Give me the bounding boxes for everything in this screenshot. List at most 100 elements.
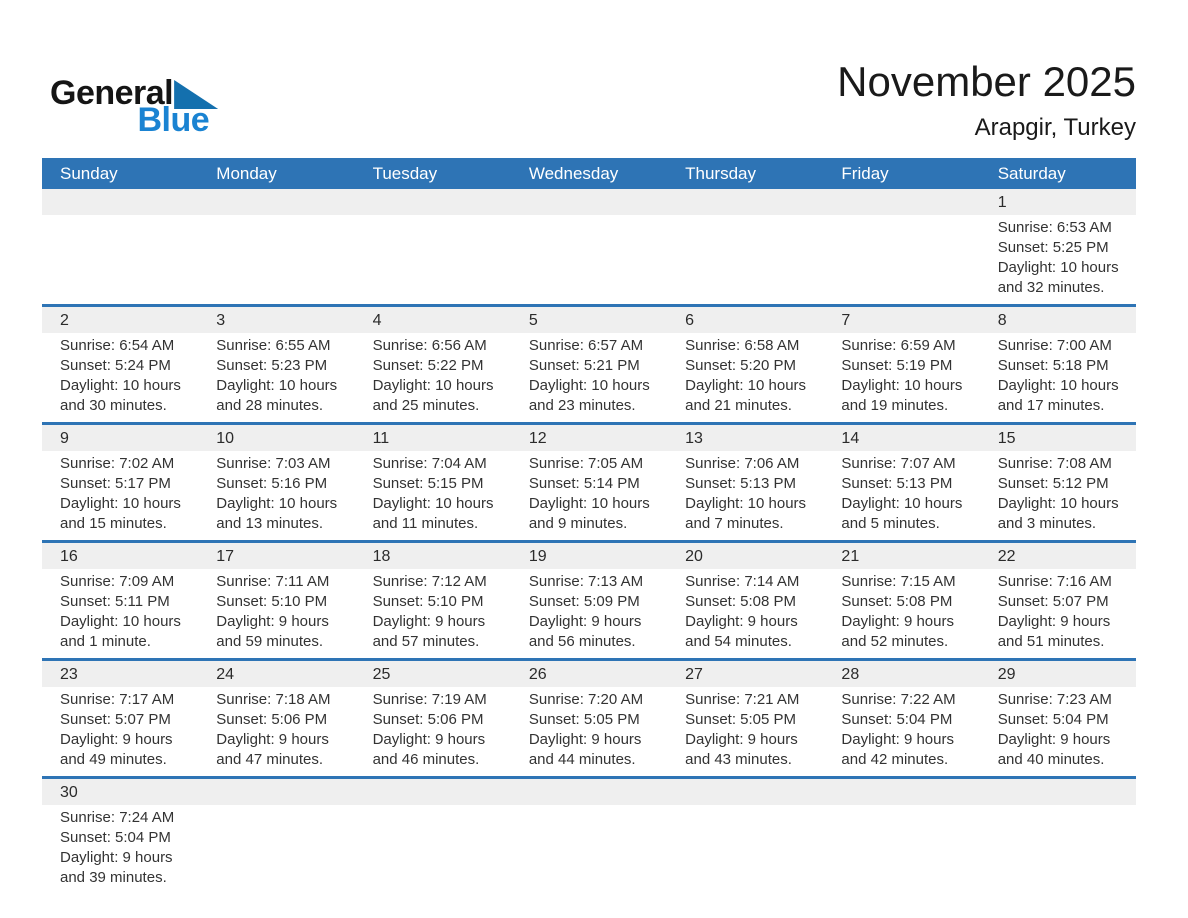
title-block: November 2025 Arapgir, Turkey (837, 59, 1136, 143)
day-number: 9 (60, 430, 69, 447)
day-detail-line: Daylight: 9 hours (216, 731, 329, 748)
day-number: 17 (216, 548, 235, 565)
day-detail-line: and 25 minutes. (372, 397, 480, 414)
day-details: Sunrise: 7:02 AM Sunset: 5:17 PM Daylight:… (42, 451, 198, 540)
day-detail-line: Daylight: 10 hours (528, 495, 650, 512)
day-detail-line: Sunset: 5:15 PM (372, 475, 484, 492)
day-detail-line: Sunset: 5:04 PM (997, 711, 1109, 728)
day-detail-line: Sunrise: 6:56 AM (372, 337, 487, 354)
day-detail-line: Daylight: 10 hours (60, 613, 181, 630)
day-cell-4: 4 Sunrise: 6:56 AM Sunset: 5:22 PM Daylight… (355, 307, 511, 422)
day-detail-line: Sunrise: 6:57 AM (528, 337, 644, 354)
day-cell-30: 30 Sunrise: 7:24 AM Sunset: 5:04 PM Dayligh… (42, 779, 198, 894)
logo-triangle-icon (174, 80, 219, 109)
day-details: Sunrise: 6:53 AM Sunset: 5:25 PM Daylight:… (980, 215, 1136, 304)
day-detail-line: Sunrise: 7:02 AM (60, 455, 175, 472)
week-row: 16 Sunrise: 7:09 AM Sunset: 5:11 PM Dayligh… (42, 540, 1136, 658)
day-number: 4 (372, 312, 382, 329)
location-subtitle: Arapgir, Turkey (974, 114, 1136, 142)
day-detail-line: Daylight: 9 hours (997, 731, 1111, 748)
day-cell-empty (667, 779, 823, 894)
day-details (355, 215, 511, 224)
day-detail-line: Sunset: 5:19 PM (841, 357, 953, 374)
day-detail-line: and 28 minutes. (216, 397, 324, 414)
day-details (511, 215, 667, 224)
day-details: Sunrise: 6:55 AM Sunset: 5:23 PM Daylight:… (198, 333, 354, 422)
day-details: Sunrise: 6:54 AM Sunset: 5:24 PM Daylight:… (42, 333, 198, 422)
day-number: 7 (841, 312, 851, 329)
day-detail-line: Daylight: 10 hours (997, 259, 1119, 276)
weekday-header-row: Sunday Monday Tuesday Wednesday Thursday Frid… (42, 158, 1136, 189)
day-cell-24: 24 Sunrise: 7:18 AM Sunset: 5:06 PM Dayligh… (198, 661, 354, 776)
day-detail-line: Sunset: 5:17 PM (60, 475, 171, 492)
weekday-header-saturday: Saturday (997, 164, 1066, 183)
day-detail-line: Daylight: 9 hours (685, 731, 798, 748)
week-row: 23 Sunrise: 7:17 AM Sunset: 5:07 PM Dayligh… (42, 658, 1136, 776)
day-number: 1 (997, 194, 1007, 211)
day-cell-25: 25 Sunrise: 7:19 AM Sunset: 5:06 PM Dayligh… (355, 661, 511, 776)
day-detail-line: Daylight: 9 hours (372, 731, 486, 748)
day-details (980, 805, 1136, 814)
day-number: 3 (216, 312, 226, 329)
day-details: Sunrise: 7:11 AM Sunset: 5:10 PM Daylight:… (198, 569, 354, 658)
day-number: 8 (997, 312, 1007, 329)
day-detail-line: Daylight: 10 hours (60, 495, 181, 512)
day-detail-line: Daylight: 10 hours (372, 495, 494, 512)
day-cell-empty (198, 779, 354, 894)
day-detail-line: Sunrise: 6:59 AM (841, 337, 956, 354)
day-detail-line: and 54 minutes. (685, 633, 792, 650)
day-detail-line: Sunset: 5:24 PM (60, 357, 171, 374)
day-detail-line: and 49 minutes. (60, 751, 167, 768)
day-details: Sunrise: 7:09 AM Sunset: 5:11 PM Daylight:… (42, 569, 198, 658)
day-detail-line: Sunrise: 7:16 AM (997, 573, 1112, 590)
calendar-grid: 1 Sunrise: 6:53 AM Sunset: 5:25 PM Daylight… (42, 189, 1136, 894)
day-cell-empty (198, 189, 354, 304)
day-detail-line: and 56 minutes. (528, 633, 636, 650)
day-details: Sunrise: 7:21 AM Sunset: 5:05 PM Daylight:… (667, 687, 823, 776)
day-detail-line: and 39 minutes. (60, 869, 167, 886)
day-details: Sunrise: 7:14 AM Sunset: 5:08 PM Daylight:… (667, 569, 823, 658)
day-detail-line: Daylight: 10 hours (841, 377, 963, 394)
day-detail-line: Sunrise: 6:55 AM (216, 337, 331, 354)
day-details: Sunrise: 7:22 AM Sunset: 5:04 PM Daylight:… (823, 687, 979, 776)
day-detail-line: Sunset: 5:18 PM (997, 357, 1109, 374)
day-detail-line: and 9 minutes. (528, 515, 628, 532)
day-details: Sunrise: 7:15 AM Sunset: 5:08 PM Daylight:… (823, 569, 979, 658)
day-detail-line: Sunrise: 6:58 AM (685, 337, 800, 354)
day-detail-line: Sunrise: 7:03 AM (216, 455, 331, 472)
day-cell-empty (511, 189, 667, 304)
day-cell-23: 23 Sunrise: 7:17 AM Sunset: 5:07 PM Dayligh… (42, 661, 198, 776)
calendar: Sunday Monday Tuesday Wednesday Thursday Frid… (42, 158, 1136, 894)
day-detail-line: and 7 minutes. (685, 515, 784, 532)
day-detail-line: Daylight: 9 hours (528, 731, 642, 748)
day-number: 24 (216, 666, 235, 683)
day-number (511, 189, 667, 215)
day-number (980, 779, 1136, 805)
day-detail-line: Sunrise: 7:04 AM (372, 455, 487, 472)
day-detail-line: Sunset: 5:21 PM (528, 357, 640, 374)
day-cell-empty (42, 189, 198, 304)
day-detail-line: Sunrise: 7:24 AM (60, 809, 175, 826)
day-detail-line: Sunrise: 7:05 AM (528, 455, 644, 472)
day-number: 27 (685, 666, 703, 683)
day-detail-line: Daylight: 9 hours (60, 849, 173, 866)
day-number (511, 779, 667, 805)
day-number: 23 (60, 666, 78, 683)
day-cell-16: 16 Sunrise: 7:09 AM Sunset: 5:11 PM Dayligh… (42, 543, 198, 658)
day-number: 15 (997, 430, 1016, 447)
day-cell-19: 19 Sunrise: 7:13 AM Sunset: 5:09 PM Dayligh… (511, 543, 667, 658)
day-details: Sunrise: 7:07 AM Sunset: 5:13 PM Daylight:… (823, 451, 979, 540)
day-details (42, 215, 198, 224)
day-number (667, 189, 823, 215)
day-details: Sunrise: 7:13 AM Sunset: 5:09 PM Daylight:… (511, 569, 667, 658)
day-detail-line: and 59 minutes. (216, 633, 324, 650)
day-detail-line: and 40 minutes. (997, 751, 1105, 768)
day-cell-empty (667, 189, 823, 304)
day-detail-line: Daylight: 10 hours (216, 377, 338, 394)
day-cell-8: 8 Sunrise: 7:00 AM Sunset: 5:18 PM Daylight… (980, 307, 1136, 422)
day-details: Sunrise: 7:12 AM Sunset: 5:10 PM Daylight:… (355, 569, 511, 658)
day-detail-line: Sunrise: 7:13 AM (528, 573, 644, 590)
day-number: 13 (685, 430, 703, 447)
day-detail-line: Sunset: 5:13 PM (841, 475, 953, 492)
day-detail-line: and 13 minutes. (216, 515, 324, 532)
